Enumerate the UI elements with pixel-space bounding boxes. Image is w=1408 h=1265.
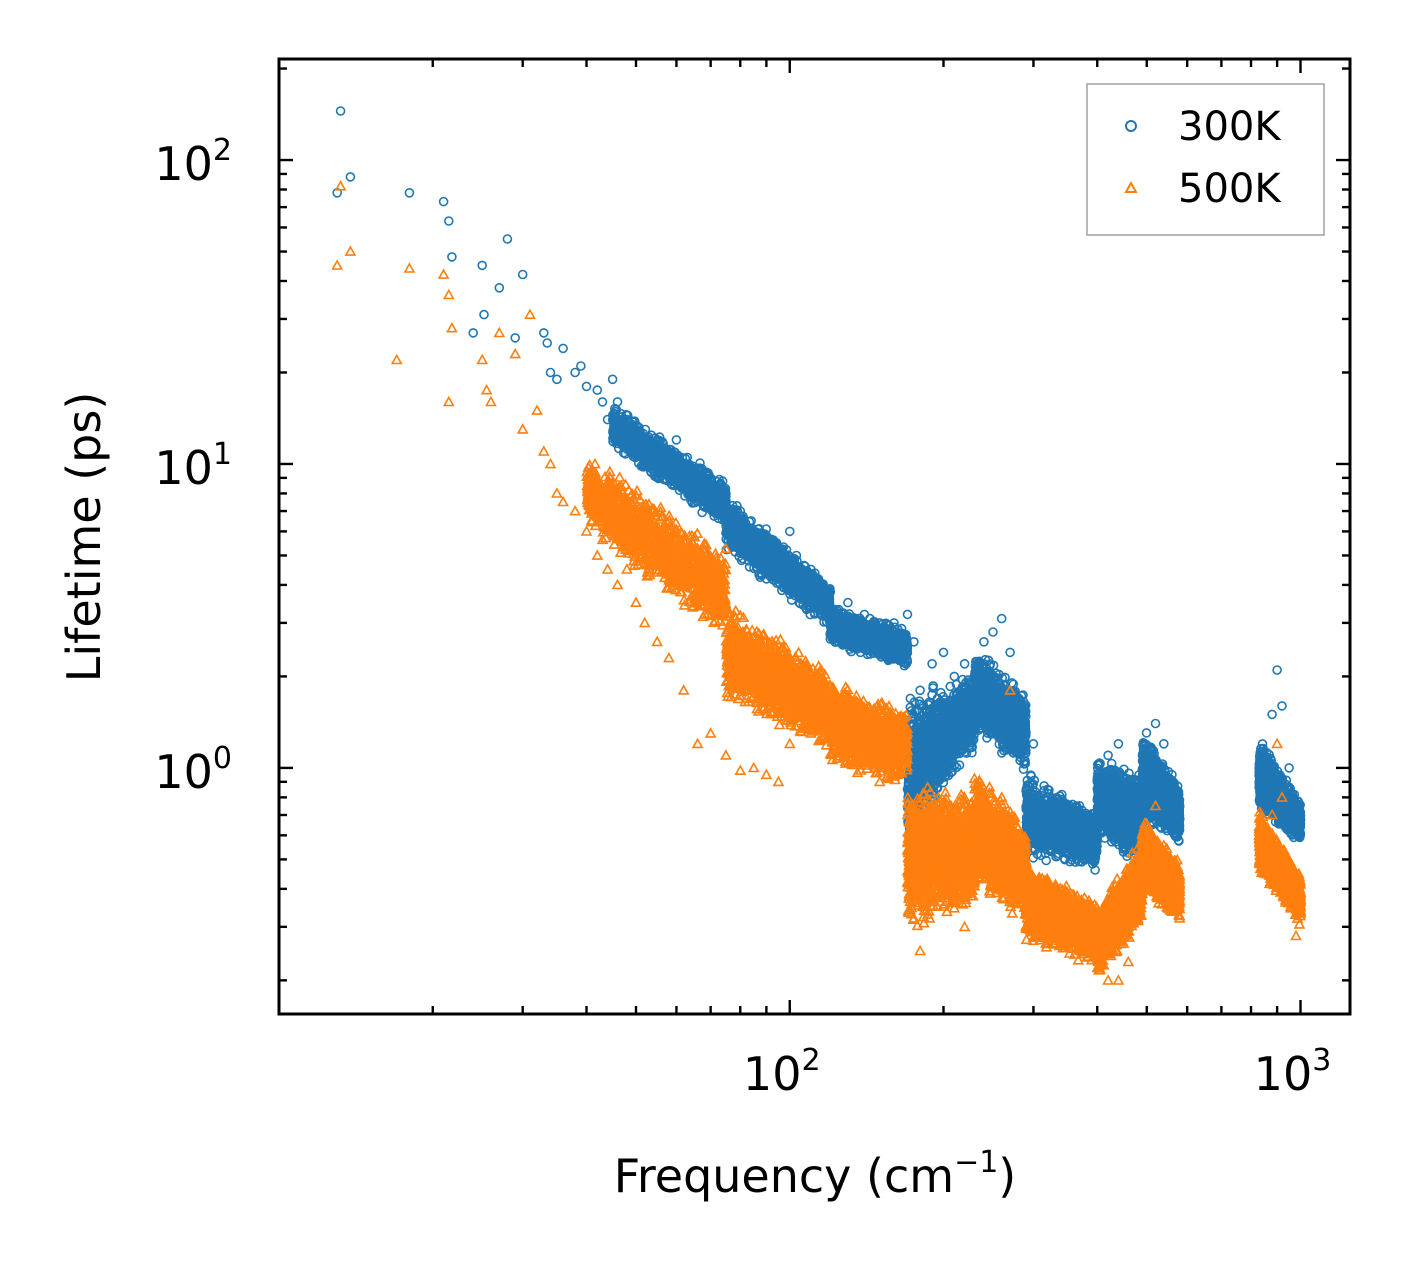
data-points-layer (331, 106, 1307, 985)
series-300K (332, 106, 1306, 875)
